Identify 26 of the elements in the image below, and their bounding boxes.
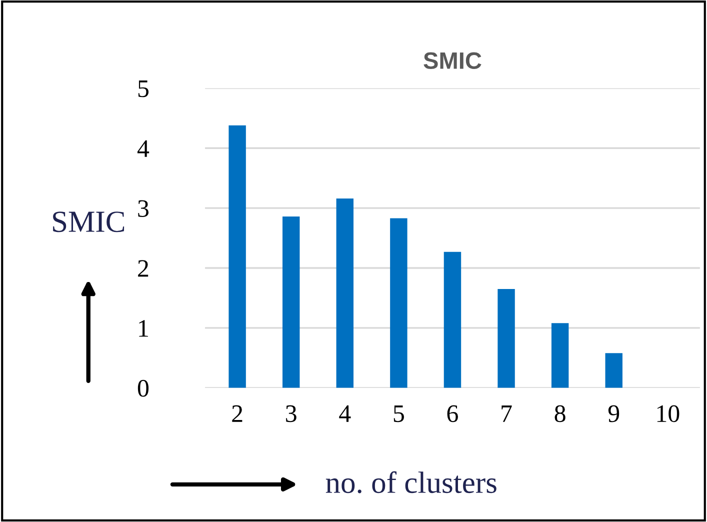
y-tick-label: 4 — [137, 140, 150, 157]
bar — [444, 252, 462, 388]
x-tick-label: 7 — [502, 405, 512, 422]
bar — [282, 216, 300, 388]
bar — [390, 218, 408, 388]
y-tick-label: 3 — [138, 200, 148, 217]
bar — [498, 288, 515, 388]
bar — [605, 353, 622, 388]
y-tick-label: 1 — [139, 320, 148, 337]
x-tick-label: 10 — [657, 405, 680, 422]
bar — [228, 125, 246, 388]
y-axis-title: SMIC — [53, 212, 124, 232]
x-tick-label: 9 — [608, 405, 620, 422]
x-axis-title: no. of clusters — [326, 471, 496, 494]
y-tick-label: 0 — [138, 380, 149, 397]
y-tick-label: 5 — [138, 80, 148, 98]
x-tick-label: 8 — [554, 405, 566, 422]
chart-title: SMIC — [424, 52, 482, 70]
bar — [336, 198, 354, 388]
x-tick-label: 3 — [286, 405, 296, 422]
x-tick-label: 2 — [232, 405, 242, 422]
y-tick-label: 2 — [138, 260, 148, 277]
bar — [551, 323, 569, 388]
x-tick-label: 5 — [394, 405, 404, 422]
x-tick-label: 6 — [447, 405, 458, 422]
x-tick-label: 4 — [339, 405, 351, 422]
